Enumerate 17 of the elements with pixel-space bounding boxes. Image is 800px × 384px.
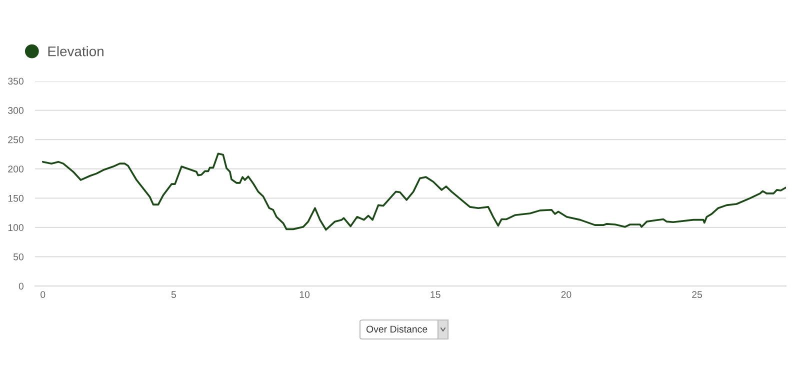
y-tick-label: 200 [8, 166, 24, 172]
text: Over Distance [366, 325, 428, 333]
y-tick-label: 0 [18, 282, 24, 290]
line-series [42, 152, 786, 231]
y-tick-label: 50 [13, 253, 24, 260]
x-tick-label: 0 [40, 291, 46, 298]
x-tick-label: 5 [171, 291, 176, 298]
y-tick-label: 250 [8, 136, 24, 144]
legend-label: Elevation [48, 46, 104, 56]
x-tick-label: 15 [430, 291, 440, 298]
y-tick-label: 150 [8, 194, 24, 202]
x-tick-label: 25 [692, 291, 702, 298]
y-tick-label: 300 [8, 107, 24, 114]
y-tick-label: 350 [8, 78, 24, 85]
y-tick-label: 100 [8, 224, 24, 232]
x-tick-label: 20 [561, 291, 572, 298]
x-tick-label: 10 [300, 291, 310, 298]
